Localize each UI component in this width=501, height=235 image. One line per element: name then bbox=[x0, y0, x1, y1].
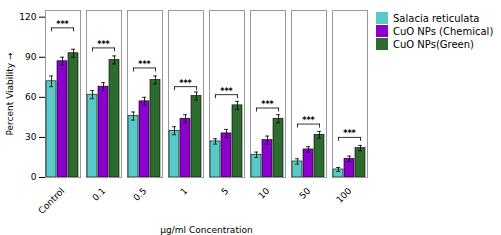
svg-text:30: 30 bbox=[25, 132, 37, 142]
svg-text:***: *** bbox=[302, 116, 315, 125]
svg-text:***: *** bbox=[220, 87, 233, 96]
svg-text:μg/ml Concentration: μg/ml Concentration bbox=[160, 225, 252, 235]
svg-text:***: *** bbox=[56, 20, 69, 29]
svg-text:0: 0 bbox=[31, 172, 37, 182]
svg-text:100: 100 bbox=[334, 186, 353, 205]
svg-text:10: 10 bbox=[256, 186, 271, 201]
svg-text:Percent Viability →: Percent Viability → bbox=[5, 52, 15, 136]
svg-text:***: *** bbox=[97, 40, 110, 49]
html-text:CuO NPs (Chemical): CuO NPs (Chemical) bbox=[393, 25, 494, 37]
svg-text:50: 50 bbox=[297, 186, 312, 201]
svg-text:0.5: 0.5 bbox=[131, 186, 148, 203]
svg-text:120: 120 bbox=[19, 12, 36, 22]
svg-text:***: *** bbox=[179, 79, 192, 88]
html-text:CuO NPs(Green): CuO NPs(Green) bbox=[393, 38, 474, 50]
svg-text:***: *** bbox=[138, 60, 151, 69]
svg-text:0.1: 0.1 bbox=[90, 186, 107, 203]
html-text:Salacia reticulata: Salacia reticulata bbox=[393, 12, 480, 24]
svg-text:***: *** bbox=[343, 129, 356, 138]
svg-text:1: 1 bbox=[178, 186, 189, 197]
svg-text:***: *** bbox=[261, 100, 274, 109]
svg-text:90: 90 bbox=[25, 52, 37, 62]
svg-text:Control: Control bbox=[36, 186, 66, 216]
svg-text:5: 5 bbox=[219, 186, 230, 197]
svg-text:60: 60 bbox=[25, 92, 37, 102]
